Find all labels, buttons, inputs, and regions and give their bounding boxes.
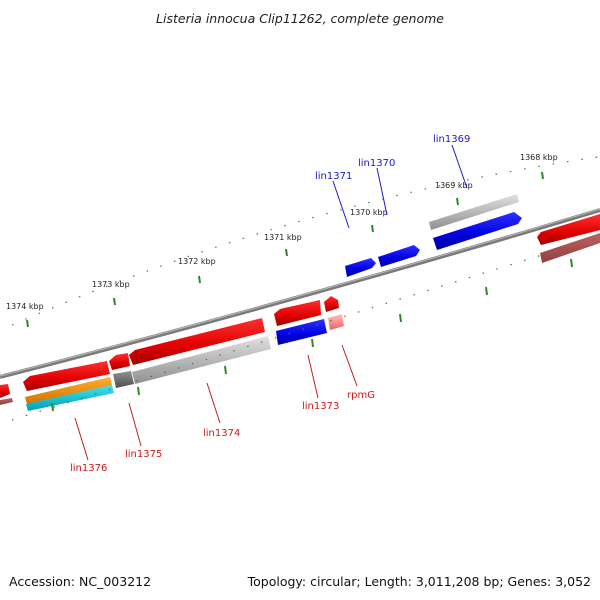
tick-label-1373: 1373 kbp: [92, 280, 130, 289]
gene-lin1369-bar: [429, 194, 519, 230]
major-tick: [485, 286, 488, 296]
cds-lin1375-arrow: [109, 353, 130, 370]
major-tick: [113, 297, 116, 306]
cds-lin1373-arrow: [274, 300, 321, 326]
rrna-lin1376-bar: [25, 377, 112, 404]
forward-gene-labels: lin1369 lin1370 lin1371: [315, 134, 470, 229]
gene-label-lin1370: lin1370: [358, 158, 395, 169]
tick-labels: 1368 kbp 1369 kbp 1370 kbp 1371 kbp 1372…: [6, 153, 558, 311]
major-tick: [371, 224, 374, 233]
gene-label-lin1376: lin1376: [70, 463, 107, 474]
major-tick: [26, 319, 29, 328]
cds-lin1370-arrow: [378, 245, 420, 267]
accession-text: Accession: NC_003212: [9, 574, 152, 589]
major-tick: [198, 275, 201, 284]
major-tick: [570, 258, 573, 268]
gene-lin1373-bar: [276, 319, 327, 345]
gene-label-lin1369: lin1369: [433, 134, 470, 145]
cds-lin1374-arrow: [129, 318, 265, 365]
tick-label-1369: 1369 kbp: [435, 181, 473, 190]
leader-lin1375: [128, 402, 142, 447]
major-tick: [311, 338, 314, 348]
major-tick: [51, 402, 54, 412]
gene-label-lin1371: lin1371: [315, 171, 352, 182]
cds-right-edge-arrow: [537, 214, 600, 245]
gene-label-lin1375: lin1375: [125, 449, 162, 460]
forward-tick-track: [11, 156, 599, 326]
gene-rpmG-bar: [328, 314, 344, 330]
leader-lin1371: [332, 180, 350, 229]
gene-right-edge-bar: [540, 233, 600, 263]
major-tick: [541, 171, 544, 180]
leader-rpmG: [341, 344, 358, 387]
major-tick: [285, 248, 288, 257]
genome-backbone-highlight: [0, 208, 600, 377]
leader-lin1369: [451, 144, 468, 189]
major-tick: [137, 386, 140, 396]
gene-left-edge-bar: [0, 398, 13, 405]
leader-lin1374: [206, 382, 221, 424]
leader-lin1373: [307, 354, 319, 399]
tick-label-1372: 1372 kbp: [178, 257, 216, 266]
leader-lin1376: [74, 417, 89, 461]
cds-left-edge-arrow: [0, 384, 10, 398]
cds-lin1371-arrow: [345, 258, 376, 277]
tick-label-1374: 1374 kbp: [6, 302, 44, 311]
tick-label-1370: 1370 kbp: [350, 208, 388, 217]
reverse-features: [0, 214, 600, 411]
topology-text: Topology: circular; Length: 3,011,208 bp…: [247, 574, 591, 589]
major-tick: [456, 197, 459, 206]
tick-label-1371: 1371 kbp: [264, 233, 302, 242]
major-ticks-inner: [51, 258, 573, 412]
gene-label-lin1374: lin1374: [203, 428, 240, 439]
reverse-tick-track: [11, 236, 600, 421]
gene-label-lin1373: lin1373: [302, 401, 339, 412]
tick-label-1368: 1368 kbp: [520, 153, 558, 162]
genome-backbone: [0, 208, 600, 379]
gene-label-rpmG: rpmG: [347, 390, 375, 401]
trna-lin1376-bar: [26, 385, 114, 411]
leader-lin1370: [376, 167, 388, 216]
major-tick: [399, 313, 402, 323]
cds-lin1369-arrow: [433, 212, 522, 250]
major-tick: [224, 365, 227, 375]
cds-lin1376-arrow: [23, 361, 110, 391]
reverse-gene-labels: lin1373 rpmG lin1374 lin1375 lin1376: [70, 344, 375, 474]
cds-rpmG-arrow: [324, 296, 339, 312]
map-title: Listeria innocua Clip11262, complete gen…: [156, 11, 444, 26]
gene-lin1375-bar: [113, 371, 134, 388]
forward-features: [345, 194, 522, 277]
gene-lin1374-bar: [132, 336, 271, 384]
major-ticks-outer: [26, 171, 544, 328]
